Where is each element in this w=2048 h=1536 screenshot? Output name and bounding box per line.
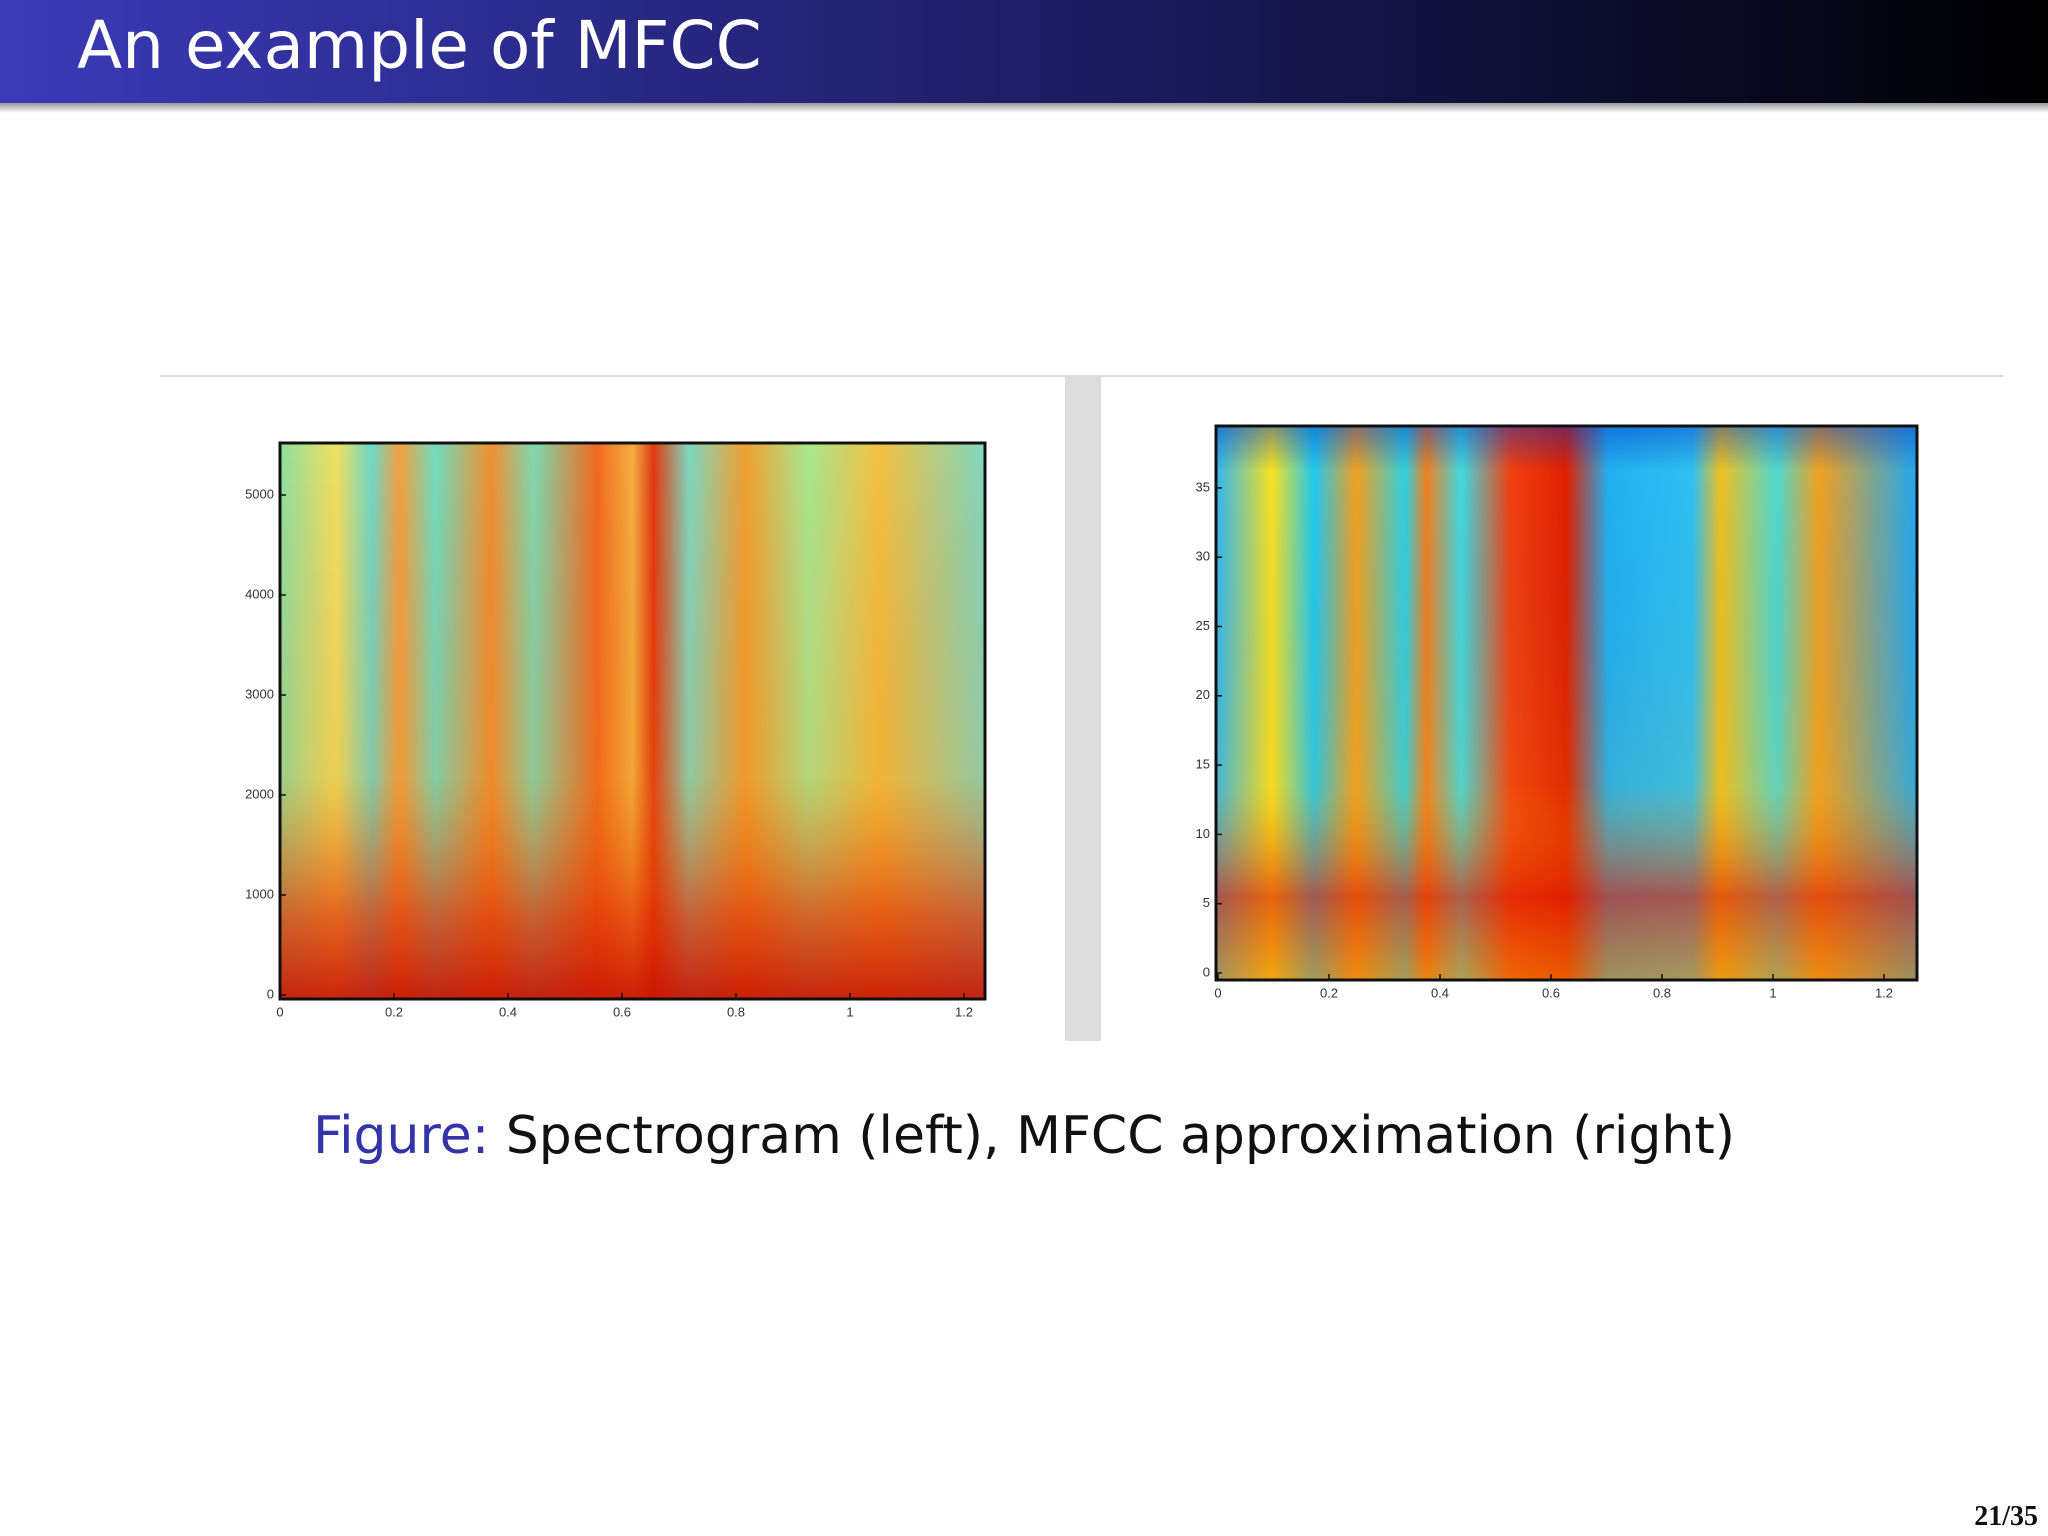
x-tick-label: 0: [276, 1004, 283, 1019]
y-tick-label: 2000: [245, 786, 274, 801]
y-tick-label: 35: [1196, 479, 1210, 494]
x-tick-label: 0.2: [1320, 985, 1338, 1000]
y-tick-label: 10: [1196, 826, 1210, 841]
x-tick-label: 0.4: [1431, 985, 1449, 1000]
mfcc-frame: [1214, 424, 1919, 982]
y-tick-label: 5000: [245, 486, 274, 501]
x-tick-label: 0.6: [1542, 985, 1560, 1000]
x-tick-label: 1: [1769, 985, 1776, 1000]
title-bar: [0, 0, 2048, 103]
y-tick-label: 1000: [245, 886, 274, 901]
x-tick-label: 1: [846, 1004, 853, 1019]
x-tick-label: 0.8: [727, 1004, 745, 1019]
y-tick-label: 15: [1196, 757, 1210, 772]
figure-caption: Figure: Spectrogram (left), MFCC approxi…: [313, 1106, 1735, 1166]
mfcc-shading: [1216, 426, 1917, 980]
slide-title: An example of MFCC: [77, 7, 762, 84]
y-tick-label: 25: [1196, 618, 1210, 633]
x-tick-label: 0.2: [385, 1004, 403, 1019]
x-tick-label: 0.8: [1653, 985, 1671, 1000]
spectrogram-shading: [280, 443, 985, 999]
x-tick-label: 0.4: [499, 1004, 517, 1019]
figure-top-border: [160, 375, 2003, 377]
y-tick-label: 4000: [245, 586, 274, 601]
y-tick-label: 30: [1196, 549, 1210, 564]
y-tick-label: 0: [1203, 964, 1210, 979]
y-tick-label: 5: [1203, 895, 1210, 910]
y-tick-label: 0: [267, 986, 274, 1001]
panel-separator: [1065, 377, 1101, 1041]
x-tick-label: 1.2: [955, 1004, 973, 1019]
y-tick-label: 3000: [245, 686, 274, 701]
caption-label: Figure:: [313, 1106, 489, 1166]
x-tick-label: 0: [1214, 985, 1221, 1000]
page-number: 21/35: [1974, 1501, 2038, 1532]
spectrogram-frame: [278, 441, 987, 1001]
title-shadow: [0, 103, 2048, 113]
caption-text: Spectrogram (left), MFCC approximation (…: [506, 1106, 1735, 1166]
x-tick-label: 1.2: [1875, 985, 1893, 1000]
y-tick-label: 20: [1196, 687, 1210, 702]
x-tick-label: 0.6: [613, 1004, 631, 1019]
